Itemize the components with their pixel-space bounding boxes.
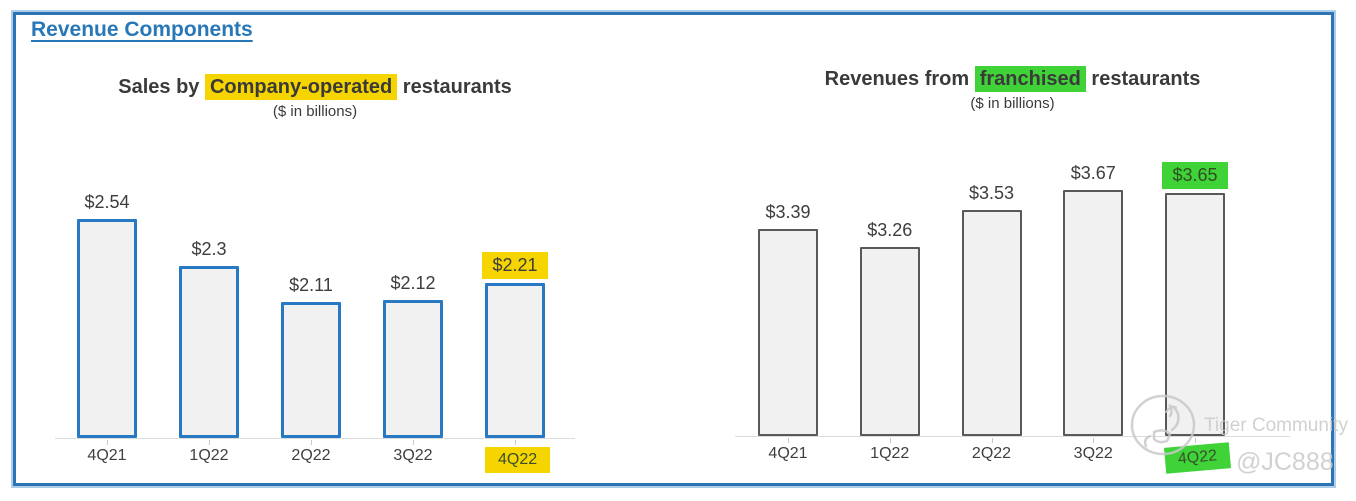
axis-tick (889, 438, 891, 443)
x-axis-label: 4Q22 (485, 447, 551, 473)
x-axis-label: 3Q22 (393, 447, 433, 464)
axis-tick (788, 438, 789, 443)
chart-title: Revenues from franchised restaurants (735, 66, 1290, 92)
axis-tick (107, 440, 108, 445)
bars-group: $3.39 $3.26 $3.53 $3.67 $3.65 (758, 162, 1228, 443)
axis-tick (413, 440, 414, 445)
chart-subtitle: ($ in billions) (272, 103, 358, 120)
bar-rect (758, 229, 818, 436)
plot-area: $3.39 $3.26 $3.53 $3.67 $3.65 (735, 162, 1290, 443)
bar-column-4q22: $3.65 (1162, 162, 1228, 443)
bar-column-1q22: $2.3 (179, 239, 239, 445)
x-axis-label: 2Q22 (291, 447, 331, 464)
bar-rect (1165, 193, 1225, 436)
x-axis-label: 3Q22 (1073, 445, 1113, 462)
axis-tick (1093, 438, 1095, 443)
x-axis-label: 4Q21 (87, 447, 127, 464)
x-axis-labels: 4Q21 1Q22 2Q22 3Q22 4Q22 (77, 447, 551, 473)
bar-rect (281, 302, 341, 438)
bar-rect (179, 266, 239, 438)
x-axis-label: 1Q22 (870, 445, 910, 462)
bar-rect (859, 247, 920, 436)
bar-value-label: $3.39 (765, 202, 811, 222)
bar-value-label: $2.54 (84, 192, 130, 212)
bar-rect (383, 300, 443, 438)
bar-value-label: $3.65 (1162, 162, 1228, 189)
chart-company-operated-sales: Sales by Company-operated restaurants ($… (55, 64, 575, 473)
bar-column-3q22: $2.12 (383, 273, 443, 445)
bar-rect (77, 219, 137, 438)
x-axis-label: 4Q22 (1163, 442, 1232, 474)
bar-value-label: $2.12 (390, 273, 436, 293)
chart-title-highlight: franchised (974, 66, 1086, 92)
chart-subtitle: ($ in billions) (970, 95, 1055, 112)
bar-column-2q22: $2.11 (281, 275, 341, 445)
bar-rect (1063, 190, 1124, 436)
chart-title-prefix: Revenues from (824, 68, 975, 90)
bar-rect (961, 210, 1022, 436)
axis-tick (515, 440, 516, 445)
bar-column-2q22: $3.53 (961, 183, 1022, 443)
bar-column-4q21: $3.39 (758, 202, 818, 443)
x-axis-label: 1Q22 (189, 447, 229, 464)
bar-column-4q21: $2.54 (77, 192, 137, 445)
axis-tick (209, 440, 210, 445)
bar-column-1q22: $3.26 (859, 220, 920, 443)
chart-title: Sales by Company-operated restaurants (55, 74, 575, 100)
x-axis-labels: 4Q21 1Q22 2Q22 3Q22 4Q22 (758, 442, 1232, 474)
bar-value-label: $2.21 (482, 252, 548, 279)
bars-group: $2.54 $2.3 $2.11 $2.12 $2.21 (77, 192, 548, 445)
bar-value-label: $3.67 (1070, 163, 1116, 183)
chart-title-prefix: Sales by (118, 76, 205, 98)
axis-tick (1195, 438, 1196, 443)
x-axis-label: 2Q22 (971, 445, 1012, 462)
bar-value-label: $3.26 (867, 220, 913, 240)
bar-rect (485, 283, 545, 438)
chart-title-suffix: restaurants (397, 76, 512, 98)
plot-area: $2.54 $2.3 $2.11 $2.12 $2.21 (55, 192, 575, 445)
axis-tick (991, 438, 993, 443)
x-axis-label: 4Q21 (768, 445, 808, 462)
axis-tick (311, 440, 312, 445)
bar-value-label: $2.11 (289, 275, 333, 295)
bar-column-3q22: $3.67 (1063, 163, 1124, 443)
bar-column-4q22: $2.21 (482, 252, 548, 445)
bar-value-label: $3.53 (968, 183, 1015, 203)
chart-title-highlight: Company-operated (204, 74, 398, 100)
bar-value-label: $2.3 (191, 239, 227, 259)
chart-franchised-revenues: Revenues from franchised restaurants ($ … (735, 56, 1290, 474)
page-title: Revenue Components (31, 18, 253, 41)
chart-title-suffix: restaurants (1085, 68, 1201, 90)
